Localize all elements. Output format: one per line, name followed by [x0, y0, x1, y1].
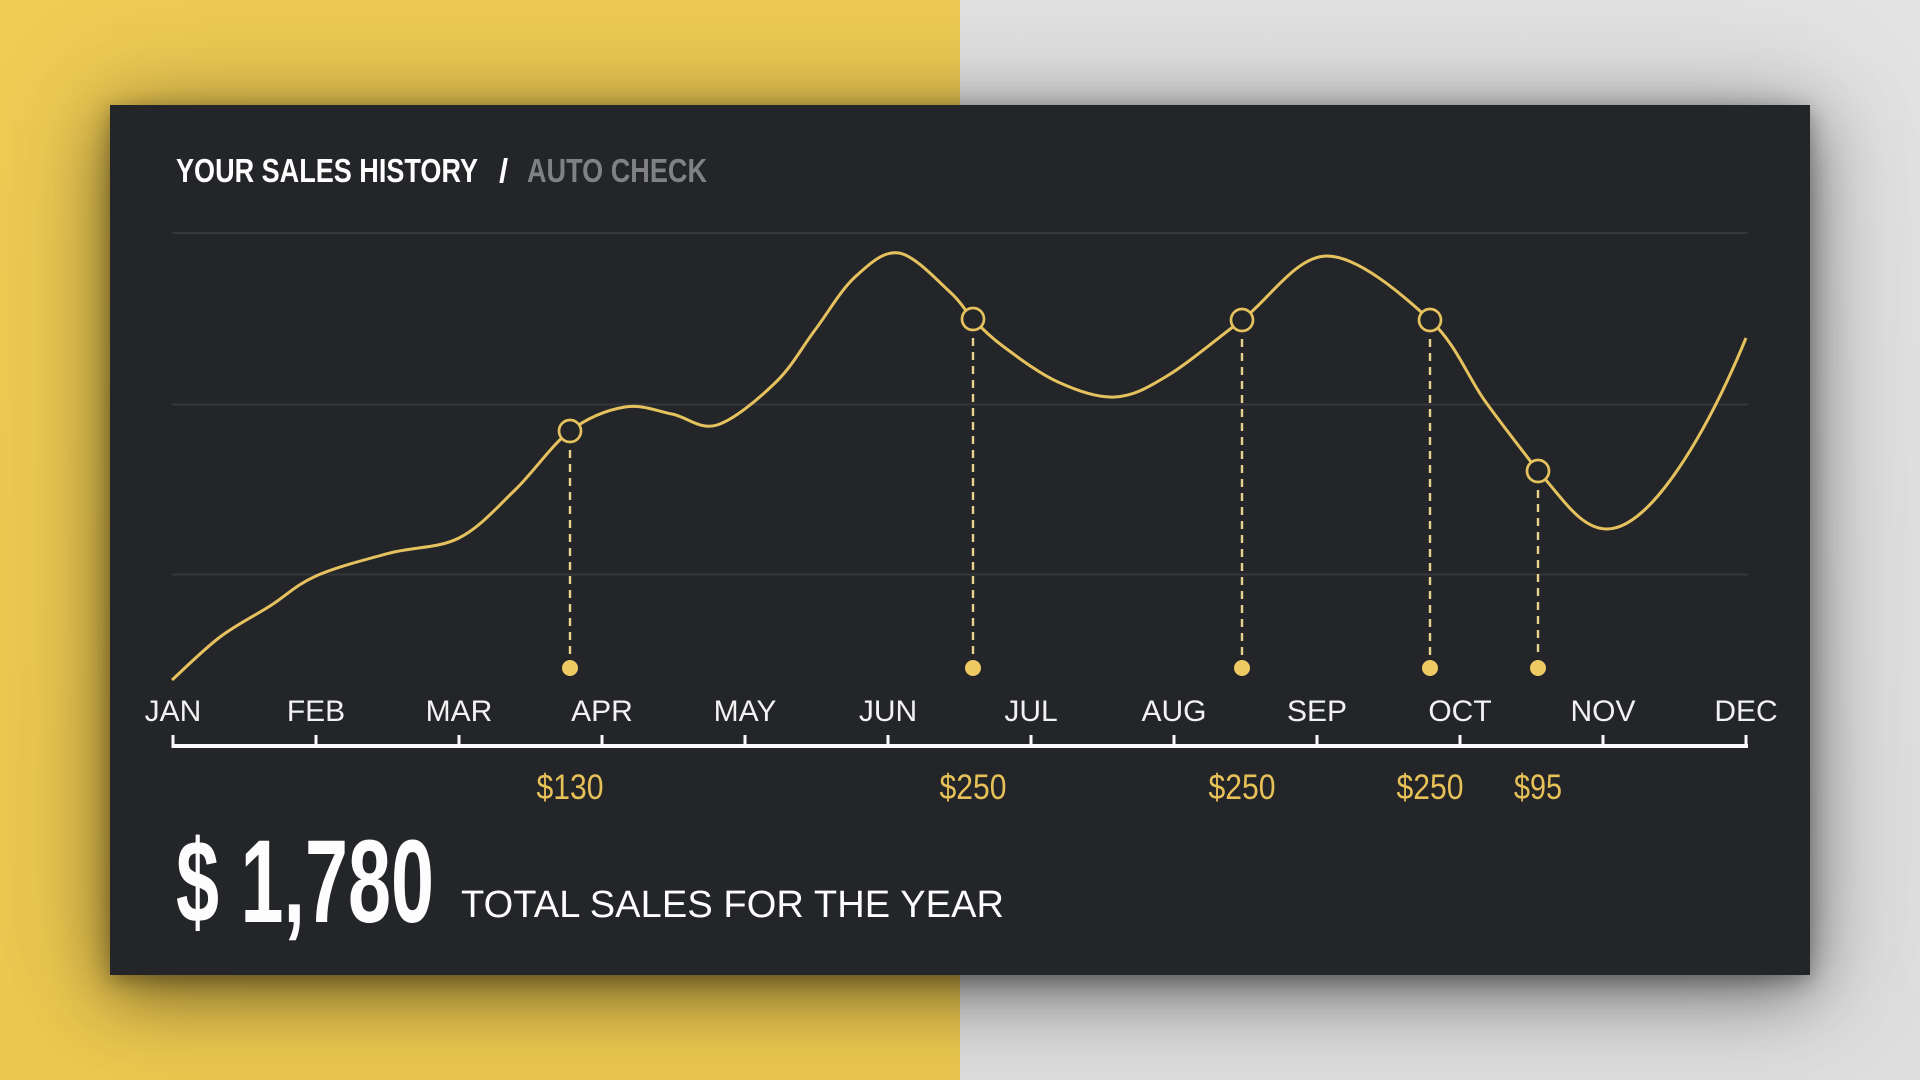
svg-text:AUG: AUG — [1141, 695, 1206, 728]
svg-text:MAY: MAY — [714, 695, 777, 728]
svg-text:APR: APR — [571, 695, 633, 728]
svg-text:JUL: JUL — [1004, 695, 1057, 728]
svg-text:$130: $130 — [537, 768, 604, 807]
svg-text:$250: $250 — [1397, 768, 1464, 807]
svg-text:FEB: FEB — [287, 695, 345, 728]
svg-text:NOV: NOV — [1570, 695, 1635, 728]
svg-text:/: / — [499, 152, 508, 189]
svg-text:DEC: DEC — [1714, 695, 1777, 728]
svg-text:$250: $250 — [1209, 768, 1276, 807]
svg-text:$ 1,780: $ 1,780 — [176, 816, 434, 948]
svg-text:MAR: MAR — [426, 695, 493, 728]
svg-text:OCT: OCT — [1428, 695, 1491, 728]
svg-text:$250: $250 — [940, 768, 1007, 807]
svg-text:JAN: JAN — [145, 695, 202, 728]
svg-text:YOUR SALES HISTORY: YOUR SALES HISTORY — [176, 152, 478, 189]
svg-text:TOTAL SALES FOR THE YEAR: TOTAL SALES FOR THE YEAR — [461, 884, 1004, 926]
svg-text:AUTO CHECK: AUTO CHECK — [527, 152, 707, 189]
svg-text:JUN: JUN — [859, 695, 917, 728]
svg-text:SEP: SEP — [1287, 695, 1347, 728]
svg-text:$95: $95 — [1514, 768, 1562, 807]
